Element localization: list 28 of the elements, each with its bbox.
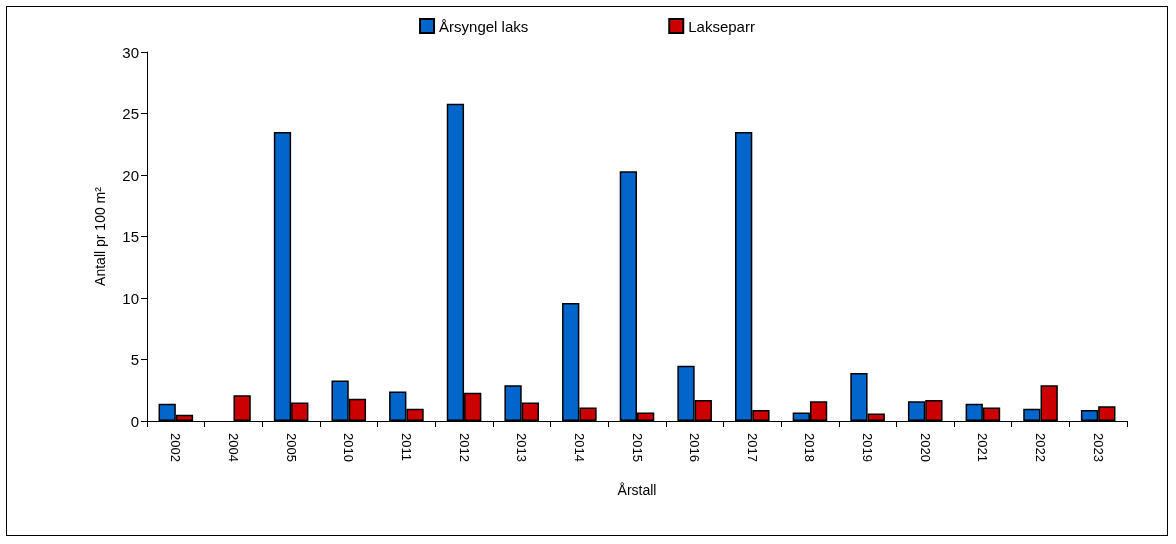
x-tick-label: 2014 xyxy=(571,433,587,462)
x-tick-label: 2023 xyxy=(1090,433,1106,462)
x-tick-label: 2005 xyxy=(283,433,299,462)
x-tick-label: 2002 xyxy=(168,433,184,462)
y-tick-label: 0 xyxy=(130,412,139,430)
x-tick-label: 2013 xyxy=(514,433,530,462)
x-tick-label: 2022 xyxy=(1033,433,1049,462)
legend-label: Lakseparr xyxy=(688,17,755,35)
x-tick-label: 2019 xyxy=(860,433,876,462)
x-tick-label: 2017 xyxy=(744,433,760,462)
x-tick-label: 2016 xyxy=(687,433,703,462)
y-tick-label: 25 xyxy=(122,105,139,122)
y-tick-label: 20 xyxy=(122,166,139,184)
x-tick-label: 2015 xyxy=(629,433,645,462)
y-tick-label: 15 xyxy=(122,228,139,245)
x-tick-label: 2004 xyxy=(225,433,241,462)
x-tick-label: 2010 xyxy=(341,433,357,462)
y-tick-label: 10 xyxy=(122,289,139,307)
y-tick-label: 5 xyxy=(130,351,139,368)
y-axis-title: Antall pr 100 m² xyxy=(92,186,108,286)
x-tick-label: 2011 xyxy=(398,433,414,461)
x-tick-label: 2018 xyxy=(802,433,818,462)
x-tick-label: 2020 xyxy=(917,433,933,462)
x-axis-title: Årstall xyxy=(617,482,657,498)
x-tick-label: 2012 xyxy=(456,433,472,462)
x-tick-label: 2021 xyxy=(975,433,991,462)
y-tick-label: 30 xyxy=(122,43,139,61)
legend-label: Årsyngel laks xyxy=(439,17,529,35)
